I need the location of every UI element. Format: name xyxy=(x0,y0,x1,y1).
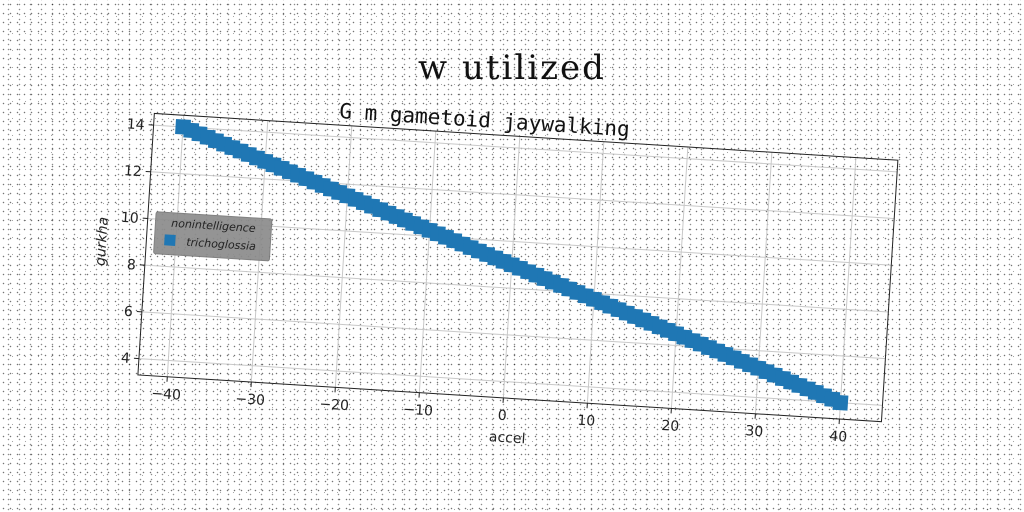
y-grid-line xyxy=(150,171,895,220)
data-point xyxy=(832,394,849,411)
x-axis-ticks: −40 −30 −20 −10 0 10 20 30 40 xyxy=(151,376,848,446)
y-axis-ticks: 4 6 8 10 12 14 xyxy=(120,116,154,367)
x-grid-line xyxy=(418,131,437,393)
chart-svg: G m gametoid jaywalking −40 −30 −20 −10 0 10 2… xyxy=(93,99,899,447)
x-axis-label: accel xyxy=(488,429,525,447)
y-grid-line xyxy=(141,311,886,360)
plot-frame xyxy=(137,112,899,423)
y-axis-label: gurkha xyxy=(93,216,112,266)
x-grid-line xyxy=(586,141,605,404)
x-grid-line xyxy=(838,157,857,420)
y-tick-label: 12 xyxy=(123,163,142,180)
y-tick-label: 6 xyxy=(123,304,133,321)
x-tick-label: −10 xyxy=(403,402,433,420)
x-tick-label: −40 xyxy=(151,386,181,404)
x-tick-label: 30 xyxy=(745,423,764,440)
x-tick-label: −20 xyxy=(319,396,349,414)
y-tick-label: 14 xyxy=(126,116,145,133)
x-tick-label: 40 xyxy=(829,428,848,445)
grid-lines xyxy=(138,115,898,420)
y-tick-label: 8 xyxy=(126,257,136,274)
chart-title: G m gametoid jaywalking xyxy=(339,99,631,141)
figure-suptitle: w utilized xyxy=(418,48,606,88)
scatter-points xyxy=(175,118,849,411)
x-grid-line xyxy=(334,125,353,388)
legend: nonintelligence trichoglossia xyxy=(153,211,273,262)
legend-swatch xyxy=(164,234,176,246)
chart-figure: G m gametoid jaywalking −40 −30 −20 −10 0 10 2… xyxy=(64,64,946,487)
x-grid-line xyxy=(670,146,689,409)
y-tick-label: 10 xyxy=(120,210,139,227)
y-tick-label: 4 xyxy=(120,350,130,367)
x-tick-label: 10 xyxy=(577,413,596,430)
legend-entry-label: trichoglossia xyxy=(186,236,257,253)
legend-title: nonintelligence xyxy=(171,217,256,235)
legend-box xyxy=(153,211,273,262)
x-tick-label: −30 xyxy=(235,391,265,409)
x-tick-label: 20 xyxy=(661,418,680,435)
y-grid-line xyxy=(144,264,889,313)
y-grid-line xyxy=(138,358,883,406)
x-tick-label: 0 xyxy=(497,408,507,425)
y-grid-line xyxy=(153,124,898,173)
